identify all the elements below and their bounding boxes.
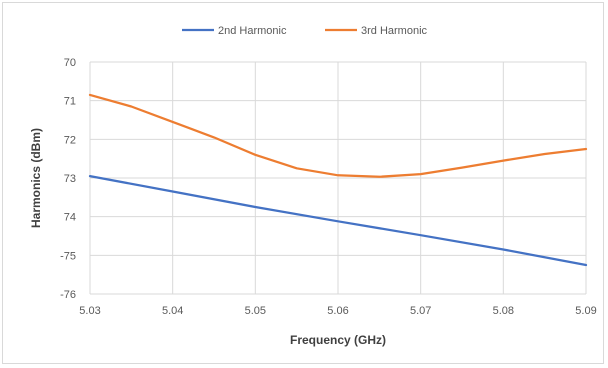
y-tick-label: 72: [64, 134, 76, 146]
y-tick-label: -75: [60, 250, 76, 262]
x-tick-label: 5.07: [410, 305, 431, 317]
x-tick-label: 5.06: [327, 305, 348, 317]
x-tick-label: 5.04: [162, 305, 183, 317]
x-tick-label: 5.09: [575, 305, 596, 317]
y-tick-label: 74: [64, 212, 76, 224]
y-tick-label: -76: [60, 289, 76, 301]
legend-label: 3rd Harmonic: [361, 25, 428, 37]
series-line-3rd-harmonic: [88, 93, 588, 178]
y-axis-title: Harmonics (dBm): [29, 128, 43, 228]
legend-label: 2nd Harmonic: [218, 25, 287, 37]
x-axis-title: Frequency (GHz): [290, 333, 386, 347]
y-tick-label: 70: [64, 57, 76, 69]
x-tick-label: 5.03: [79, 305, 100, 317]
series-line-2nd-harmonic: [88, 174, 588, 267]
x-tick-label: 5.08: [493, 305, 514, 317]
y-tick-label: 71: [64, 96, 76, 108]
x-tick-label: 5.05: [245, 305, 266, 317]
y-tick-label: 73: [64, 173, 76, 185]
